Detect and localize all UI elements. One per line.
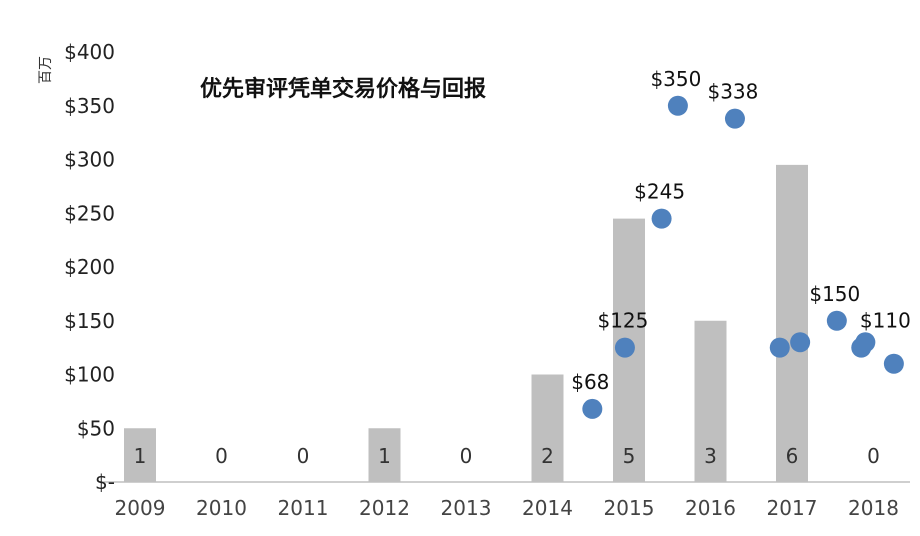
data-label: $338 bbox=[707, 80, 758, 104]
bar-count-2012: 1 bbox=[378, 444, 391, 468]
data-point bbox=[883, 353, 904, 374]
y-axis-ticks: $- $50 $100 $150 $200 $250 $300 $350 $400 bbox=[64, 40, 115, 494]
y-tick-label: $50 bbox=[77, 416, 115, 440]
bar-count-labels: 1 0 0 1 0 2 5 3 6 0 bbox=[134, 444, 880, 468]
y-tick-label: $100 bbox=[64, 363, 115, 387]
x-axis-ticks: 2009 2010 2011 2012 2013 2014 2015 2016 2017 2018 bbox=[115, 496, 899, 520]
bar-series bbox=[124, 164, 808, 482]
y-tick-label: $400 bbox=[64, 40, 115, 64]
bar-2009 bbox=[124, 428, 156, 482]
bar-count-2009: 1 bbox=[134, 444, 147, 468]
data-label: $68 bbox=[571, 370, 609, 394]
x-tick-label: 2011 bbox=[278, 496, 329, 520]
data-point bbox=[769, 337, 790, 358]
bar-2017 bbox=[776, 164, 808, 482]
x-tick-label: 2012 bbox=[359, 496, 410, 520]
y-tick-label: $- bbox=[95, 470, 115, 494]
data-point bbox=[651, 208, 672, 229]
y-tick-label: $350 bbox=[64, 94, 115, 118]
bar-count-2015: 5 bbox=[623, 444, 636, 468]
data-point bbox=[667, 95, 688, 116]
x-tick-label: 2013 bbox=[441, 496, 492, 520]
data-label: $150 bbox=[809, 282, 860, 306]
data-point bbox=[614, 337, 635, 358]
bar-count-2011: 0 bbox=[297, 444, 310, 468]
bar-count-2013: 0 bbox=[460, 444, 473, 468]
y-tick-label: $200 bbox=[64, 255, 115, 279]
point-series bbox=[582, 95, 904, 419]
x-tick-label: 2018 bbox=[848, 496, 899, 520]
y-tick-label: $250 bbox=[64, 201, 115, 225]
bar-count-2016: 3 bbox=[704, 444, 717, 468]
x-tick-label: 2015 bbox=[604, 496, 655, 520]
data-point bbox=[826, 310, 847, 331]
bar-2016 bbox=[694, 320, 727, 482]
bar-2014 bbox=[531, 374, 564, 482]
bar-count-2010: 0 bbox=[215, 444, 228, 468]
data-point bbox=[790, 332, 811, 353]
data-label: $245 bbox=[634, 180, 685, 204]
y-tick-label: $150 bbox=[64, 309, 115, 333]
bar-count-2014: 2 bbox=[541, 444, 554, 468]
y-tick-label: $300 bbox=[64, 148, 115, 172]
y-unit-label: 百万 bbox=[38, 56, 54, 84]
chart-title: 优先审评凭单交易价格与回报 bbox=[200, 76, 486, 102]
data-point bbox=[582, 398, 603, 419]
data-label: $350 bbox=[650, 67, 701, 91]
x-tick-label: 2014 bbox=[522, 496, 573, 520]
data-point bbox=[724, 108, 745, 129]
data-label: $125 bbox=[597, 309, 648, 333]
bar-count-2017: 6 bbox=[786, 444, 799, 468]
x-tick-label: 2016 bbox=[685, 496, 736, 520]
x-tick-label: 2017 bbox=[767, 496, 818, 520]
bar-2012 bbox=[368, 428, 401, 482]
x-tick-label: 2009 bbox=[115, 496, 166, 520]
data-label: $110 bbox=[860, 308, 911, 332]
point-labels: $68 $125 $245 $350$338 $150$110 bbox=[571, 67, 911, 394]
data-point bbox=[855, 332, 876, 353]
x-tick-label: 2010 bbox=[196, 496, 247, 520]
bar-count-2018: 0 bbox=[867, 444, 880, 468]
